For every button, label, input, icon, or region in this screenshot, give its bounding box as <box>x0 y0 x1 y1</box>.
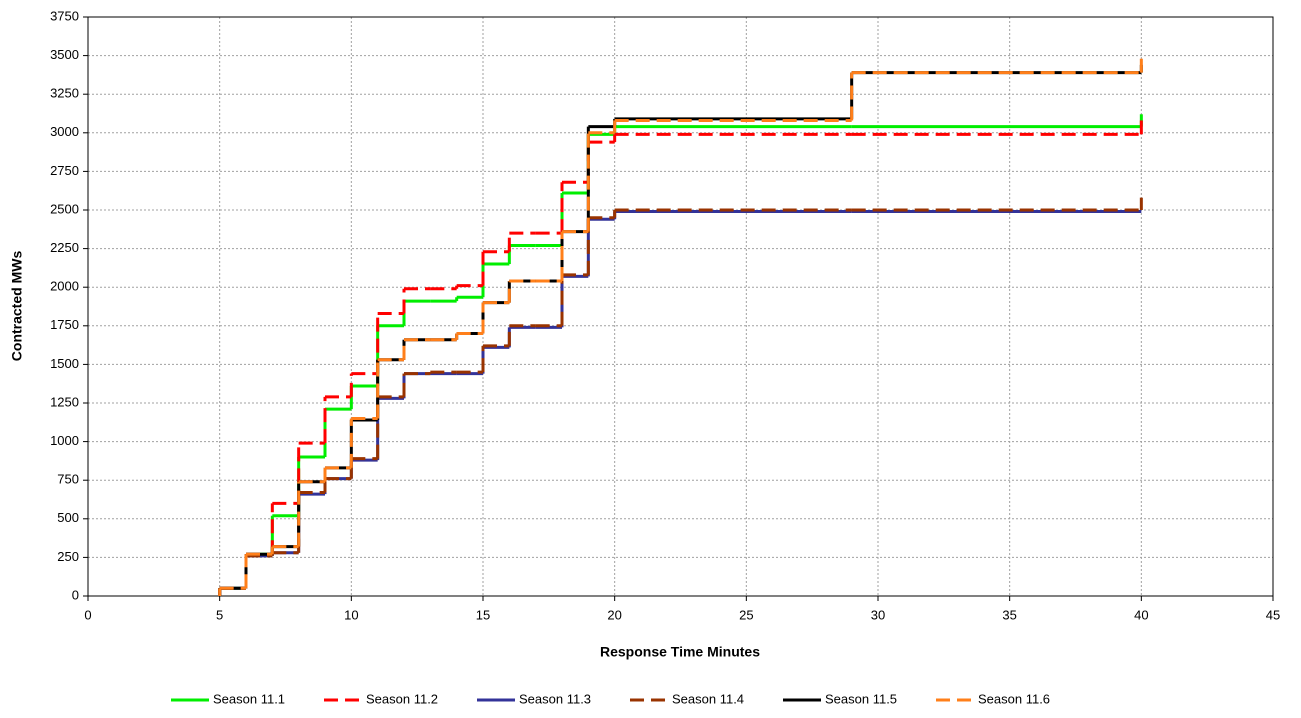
y-tick-label: 500 <box>57 510 79 525</box>
y-tick-label: 1000 <box>50 433 79 448</box>
legend-label: Season 11.2 <box>366 691 438 706</box>
x-axis-title: Response Time Minutes <box>600 644 760 660</box>
plot-area <box>87 16 1274 597</box>
x-tick-label: 25 <box>739 607 753 622</box>
legend-label: Season 11.1 <box>213 691 285 706</box>
y-tick-label: 3500 <box>50 47 79 62</box>
y-tick-label: 3250 <box>50 86 79 101</box>
y-tick-label: 2750 <box>50 163 79 178</box>
x-tick-label: 40 <box>1134 607 1148 622</box>
legend-label: Season 11.4 <box>672 691 744 706</box>
x-tick-label: 15 <box>476 607 490 622</box>
y-tick-label: 3000 <box>50 124 79 139</box>
y-tick-label: 750 <box>57 472 79 487</box>
y-tick-label: 2250 <box>50 240 79 255</box>
y-tick-label: 2000 <box>50 279 79 294</box>
legend-label: Season 11.3 <box>519 691 591 706</box>
y-tick-label: 2500 <box>50 201 79 216</box>
legend-label: Season 11.5 <box>825 691 897 706</box>
x-tick-label: 0 <box>84 607 91 622</box>
y-tick-label: 1250 <box>50 394 79 409</box>
x-tick-label: 20 <box>607 607 621 622</box>
y-axis-title: Contracted MWs <box>9 251 25 362</box>
x-tick-label: 30 <box>871 607 885 622</box>
y-tick-label: 250 <box>57 549 79 564</box>
y-tick-label: 3750 <box>50 8 79 23</box>
x-tick-label: 35 <box>1002 607 1016 622</box>
legend-label: Season 11.6 <box>978 691 1050 706</box>
x-tick-label: 5 <box>216 607 223 622</box>
y-tick-label: 0 <box>72 587 79 602</box>
y-tick-label: 1750 <box>50 317 79 332</box>
y-tick-label: 1500 <box>50 356 79 371</box>
x-tick-label: 45 <box>1266 607 1280 622</box>
x-tick-label: 10 <box>344 607 358 622</box>
